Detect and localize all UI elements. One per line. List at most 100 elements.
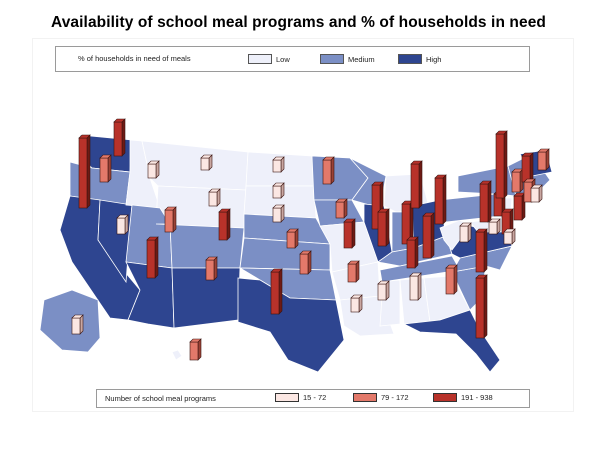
bar-top [164, 206, 177, 211]
meal-program-bar [410, 160, 423, 209]
legend-programs-low: 15 - 72 [275, 393, 326, 402]
bar-top [422, 212, 435, 217]
meal-program-bar [445, 264, 458, 295]
bar-front [99, 157, 109, 183]
bar-front [406, 239, 416, 269]
bar-front [434, 177, 444, 225]
meal-program-bar [71, 314, 84, 335]
meal-program-bar [530, 184, 543, 203]
meal-program-bar [286, 228, 299, 249]
bar-side [453, 264, 458, 295]
bar-front [537, 151, 547, 171]
bar-side [121, 118, 126, 157]
meal-program-bar [475, 274, 488, 339]
meal-program-bar [503, 228, 516, 245]
meal-program-bar [495, 130, 508, 199]
bar-front [78, 137, 88, 209]
legend-need-low: Low [248, 54, 290, 64]
meal-program-bar [78, 134, 91, 209]
bar-top [479, 180, 492, 185]
bar-swatch-medium [353, 393, 377, 402]
legend-households-need: % of households in need of meals Low Med… [55, 46, 530, 72]
bar-front [347, 263, 357, 283]
bar-side [414, 236, 419, 269]
bar-top [475, 274, 488, 279]
bar-front [71, 317, 81, 335]
bar-top [530, 184, 543, 189]
bar-front [422, 215, 432, 259]
bar-top [537, 148, 550, 153]
bar-front [343, 221, 353, 249]
state-regions [39, 134, 553, 373]
bar-top [347, 260, 360, 265]
meal-program-bar [113, 118, 126, 157]
bar-side [418, 160, 423, 209]
meal-program-bar [189, 338, 202, 361]
state-tennessee [379, 255, 461, 283]
bar-front [479, 183, 489, 223]
legend-programs-high: 191 - 938 [433, 393, 493, 402]
bar-top [272, 182, 285, 187]
meal-program-bar [99, 154, 112, 183]
bar-top [409, 272, 422, 277]
meal-program-bar [322, 156, 335, 185]
meal-program-bar [270, 268, 283, 315]
meal-program-bar [511, 168, 524, 193]
meal-program-bar [488, 218, 501, 235]
bar-front [189, 341, 199, 361]
bar-top [189, 338, 202, 343]
bar-top [218, 208, 231, 213]
bar-side [355, 260, 360, 283]
bar-front [475, 277, 485, 339]
bar-front [286, 231, 296, 249]
bar-front [146, 239, 156, 279]
meal-program-bar [377, 280, 390, 301]
meal-program-bar [272, 156, 285, 173]
meal-program-bar [406, 236, 419, 269]
meal-program-bar [409, 272, 422, 301]
meal-program-bar [335, 198, 348, 219]
bar-front [409, 275, 419, 301]
bar-top [371, 181, 384, 186]
bar-top [286, 228, 299, 233]
bar-front [335, 201, 345, 219]
bar-side [86, 134, 91, 209]
meal-program-bar [434, 174, 447, 225]
bar-top [501, 208, 514, 213]
bar-front [511, 171, 521, 193]
bar-front [272, 185, 282, 199]
bar-top [335, 198, 348, 203]
legend-need-high: High [398, 54, 441, 64]
bar-side [154, 236, 159, 279]
bar-side [307, 250, 312, 275]
bar-side [172, 206, 177, 233]
bar-top [434, 174, 447, 179]
bar-side [430, 212, 435, 259]
bar-side [483, 228, 488, 273]
meal-program-bars [71, 118, 550, 361]
bar-top [350, 294, 363, 299]
bar-top [410, 160, 423, 165]
bar-front [164, 209, 174, 233]
bar-front [488, 221, 498, 235]
meal-program-bar [501, 208, 514, 235]
bar-top [445, 264, 458, 269]
meal-program-bar [513, 192, 526, 221]
bar-front [116, 217, 126, 235]
bar-side [385, 208, 390, 247]
bar-side [213, 256, 218, 281]
meal-program-bar [146, 236, 159, 279]
legend-meal-programs: Number of school meal programs 15 - 72 7… [96, 389, 530, 408]
bar-top [521, 152, 534, 157]
bar-side [545, 148, 550, 171]
bar-front [322, 159, 332, 185]
bar-top [78, 134, 91, 139]
meal-program-bar [164, 206, 177, 233]
bar-swatch-low [275, 393, 299, 402]
meal-program-bar [272, 204, 285, 223]
bar-front [521, 155, 531, 183]
bar-top [377, 280, 390, 285]
meal-program-bar [205, 256, 218, 281]
legend-need-medium: Medium [320, 54, 375, 64]
bar-front [272, 207, 282, 223]
